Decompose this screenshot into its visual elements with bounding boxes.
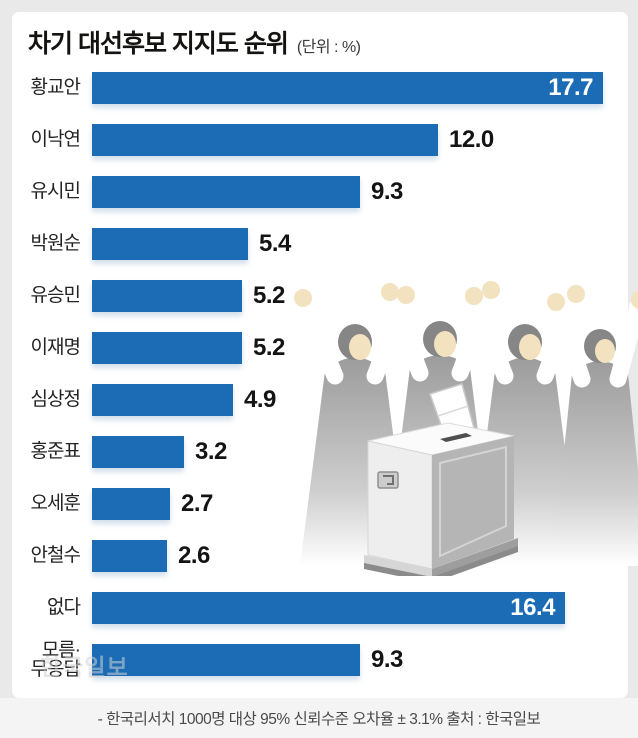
bar [92, 124, 438, 156]
bar-row: 홍준표 3.2 [12, 426, 628, 478]
candidate-label: 이재명 [30, 337, 81, 359]
candidate-label: 유승민 [30, 285, 81, 307]
bar-row: 황교안 17.7 [12, 62, 628, 114]
bar: 17.7 [92, 72, 603, 104]
bar [92, 436, 184, 468]
value-label: 2.7 [181, 490, 213, 517]
bar-chart: 황교안 17.7 이낙연 12.0 유시민 9.3 박원순 5.4 유승민 5.2 이재명 5.2 심상… [12, 62, 628, 686]
bar-row: 심상정 4.9 [12, 374, 628, 426]
bar-row: 유승민 5.2 [12, 270, 628, 322]
value-label: 4.9 [244, 386, 276, 413]
bar [92, 540, 167, 572]
candidate-label: 안철수 [30, 545, 81, 567]
value-label: 3.2 [195, 438, 227, 465]
value-label: 5.4 [259, 230, 291, 257]
bar [92, 176, 360, 208]
bar-row: 안철수 2.6 [12, 530, 628, 582]
bar-row: 유시민 9.3 [12, 166, 628, 218]
candidate-label: 심상정 [30, 389, 81, 411]
candidate-label: 오세훈 [30, 493, 81, 515]
bar-row: 모름· 무응답 9.3 [12, 634, 628, 686]
value-label: 2.6 [178, 542, 210, 569]
bar [92, 644, 360, 676]
bar-row: 없다 16.4 [12, 582, 628, 634]
chart-title-row: 차기 대선후보 지지도 순위 (단위 : %) [28, 24, 361, 60]
value-label: 9.3 [371, 646, 403, 673]
value-label: 5.2 [253, 282, 285, 309]
candidate-label: 황교안 [30, 77, 81, 99]
unit-label: (단위 : %) [296, 39, 361, 56]
bar [92, 332, 242, 364]
bar [92, 280, 242, 312]
bar [92, 488, 170, 520]
value-label: 17.7 [548, 74, 593, 101]
bar-row: 오세훈 2.7 [12, 478, 628, 530]
bar-row: 이재명 5.2 [12, 322, 628, 374]
source-footer: - 한국리서치 1000명 대상 95% 신뢰수준 오차율 ± 3.1% 출처 … [0, 698, 638, 738]
source-text: - 한국리서치 1000명 대상 95% 신뢰수준 오차율 ± 3.1% 출처 … [97, 711, 541, 728]
candidate-label: 모름· 무응답 [30, 639, 81, 680]
value-label: 5.2 [253, 334, 285, 361]
chart-panel: 차기 대선후보 지지도 순위 (단위 : %) [12, 12, 638, 698]
candidate-label: 없다 [47, 597, 81, 619]
bar [92, 384, 233, 416]
bar-row: 이낙연 12.0 [12, 114, 628, 166]
bar: 16.4 [92, 592, 565, 624]
page-title: 차기 대선후보 지지도 순위 [28, 30, 289, 58]
candidate-label: 유시민 [30, 181, 81, 203]
value-label: 12.0 [449, 126, 494, 153]
candidate-label: 이낙연 [30, 129, 81, 151]
value-label: 9.3 [371, 178, 403, 205]
bar [92, 228, 248, 260]
bar-row: 박원순 5.4 [12, 218, 628, 270]
value-label: 16.4 [510, 594, 555, 621]
candidate-label: 홍준표 [30, 441, 81, 463]
candidate-label: 박원순 [30, 233, 81, 255]
